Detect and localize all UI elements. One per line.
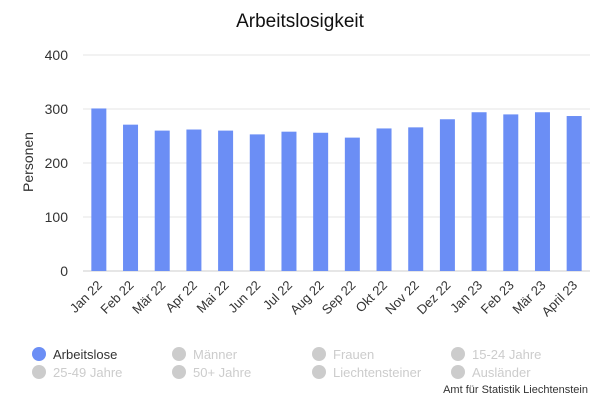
legend-marker-icon [451, 365, 465, 379]
legend-label: Liechtensteiner [333, 364, 422, 380]
bar[interactable] [313, 132, 329, 271]
bar-series-arbeitslose [91, 108, 582, 272]
bar[interactable] [503, 114, 519, 272]
legend-item[interactable]: Liechtensteiner [312, 363, 421, 381]
y-tick-label: 100 [45, 209, 69, 225]
bar[interactable] [471, 112, 487, 272]
legend-marker-icon [32, 365, 46, 379]
credit-text: Amt für Statistik Liechtenstein [443, 384, 588, 396]
bar[interactable] [566, 116, 582, 272]
legend-label: 25-49 Jahre [53, 364, 123, 380]
legend-label: 15-24 Jahre [472, 346, 542, 362]
bar[interactable] [376, 128, 392, 271]
legend-item[interactable]: 50+ Jahre [172, 363, 251, 381]
bar[interactable] [123, 124, 139, 271]
x-tick-label: Aug 22 [287, 278, 327, 318]
bar[interactable] [154, 130, 170, 271]
legend-item[interactable]: Arbeitslose [32, 345, 117, 363]
y-axis-label: Personen [20, 132, 36, 192]
bar[interactable] [408, 127, 424, 271]
x-tick-label: Jun 22 [225, 278, 263, 316]
legend-item[interactable]: Ausländer [451, 363, 531, 381]
x-tick-label: April 23 [539, 278, 581, 320]
y-axis-ticks: 0 100 200 300 400 [45, 47, 69, 279]
x-tick-label: Feb 22 [97, 278, 136, 317]
legend-marker-icon [451, 347, 465, 361]
bar[interactable] [249, 134, 265, 271]
x-tick-label: Apr 22 [162, 278, 200, 316]
legend-item[interactable]: 15-24 Jahre [451, 345, 541, 363]
legend-marker-icon [312, 365, 326, 379]
x-tick-label: Jan 23 [447, 278, 485, 316]
y-tick-label: 0 [60, 263, 68, 279]
legend-marker-icon [312, 347, 326, 361]
legend-marker-icon [172, 365, 186, 379]
legend-label: Arbeitslose [53, 346, 118, 362]
legend-marker-icon [32, 347, 46, 361]
legend-item[interactable]: 25-49 Jahre [32, 363, 122, 381]
bar[interactable] [218, 130, 234, 271]
bar[interactable] [281, 131, 297, 271]
bar[interactable] [344, 137, 360, 271]
y-tick-label: 300 [45, 101, 69, 117]
chart-title: Arbeitslosigkeit [236, 11, 364, 32]
x-tick-label: Feb 23 [478, 278, 517, 317]
legend-item[interactable]: Frauen [312, 345, 374, 363]
x-tick-label: Nov 22 [382, 278, 422, 318]
x-tick-label: Dez 22 [414, 278, 454, 318]
x-tick-label: Sep 22 [319, 278, 359, 318]
bar[interactable] [186, 129, 202, 271]
legend-label: Frauen [333, 346, 375, 362]
bar[interactable] [91, 108, 107, 272]
y-tick-label: 200 [45, 155, 69, 171]
x-tick-label: Mai 22 [194, 278, 232, 316]
x-tick-label: Mär 22 [129, 278, 168, 317]
bar[interactable] [534, 112, 550, 272]
legend-marker-icon [172, 347, 186, 361]
x-tick-label: Jan 22 [67, 278, 105, 316]
bar-chart: Arbeitslosigkeit Personen 0100200300400 … [20, 11, 590, 320]
legend-label: Ausländer [472, 364, 531, 380]
bar[interactable] [439, 119, 455, 271]
y-tick-label: 400 [45, 47, 69, 63]
legend-label: Männer [193, 346, 238, 362]
legend-label: 50+ Jahre [193, 364, 252, 380]
legend-item[interactable]: Männer [172, 345, 237, 363]
